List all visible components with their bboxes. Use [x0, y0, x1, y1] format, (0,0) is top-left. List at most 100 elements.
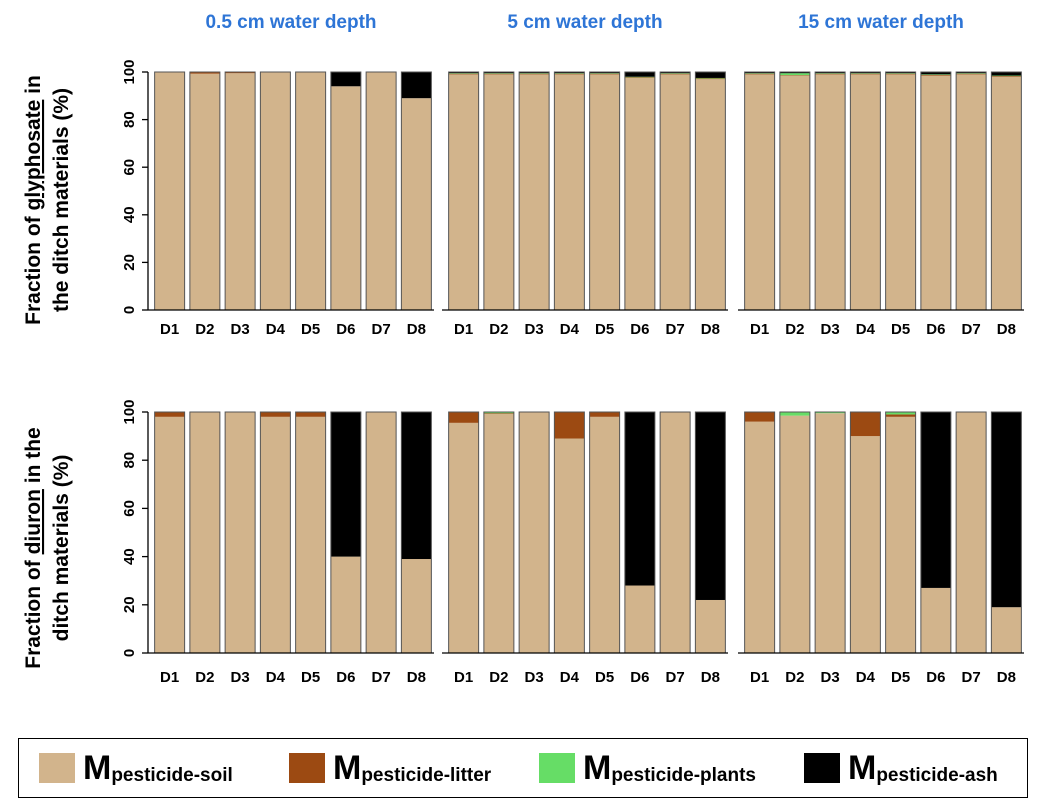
y-axis-label-line: Fraction of glyphosate in	[22, 75, 45, 325]
bar-segment-D8-Mpesticide-plants	[695, 77, 726, 79]
bar-segment-D7-Mpesticide-soil	[366, 72, 397, 310]
bar-segment-D4-Mpesticide-ash	[554, 72, 585, 74]
x-tick-label: D7	[962, 321, 981, 338]
x-tick-label: D7	[962, 669, 981, 686]
y-tick-label: 20	[121, 254, 138, 271]
x-tick-label: D2	[785, 669, 804, 686]
y-tick-label: 60	[121, 500, 138, 517]
bar-segment-D1-Mpesticide-plants	[744, 73, 775, 74]
bar-segment-D3-Mpesticide-plants	[815, 73, 846, 74]
bar-segment-D1-Mpesticide-soil	[448, 422, 479, 653]
x-tick-label: D6	[336, 321, 355, 338]
legend-item-plants: M pesticide-plants	[539, 749, 756, 787]
bar-segment-D1-Mpesticide-ash	[744, 72, 775, 74]
bar-segment-D6-Mpesticide-ash	[920, 72, 951, 75]
bar-segment-D6-Mpesticide-plants	[920, 74, 951, 75]
bar-segment-D5-Mpesticide-plants	[885, 412, 916, 415]
panel-title: 5 cm water depth	[507, 12, 662, 33]
bar-segment-D8-Mpesticide-litter	[695, 78, 726, 80]
bar-segment-D5-Mpesticide-plants	[885, 73, 916, 74]
panel-diuron-2: D1 D2 D3 D4 D5 D6 D7 D8	[442, 411, 728, 686]
bar-segment-D8-Mpesticide-plants	[991, 75, 1022, 77]
legend-sub: pesticide-plants	[611, 765, 756, 786]
bar-segment-D4-Mpesticide-soil	[260, 72, 291, 310]
y-tick-label: 40	[121, 548, 138, 565]
bar-segment-D3-Mpesticide-litter	[815, 73, 846, 75]
bar-segment-D2-Mpesticide-soil	[779, 415, 810, 653]
bar-segment-D6-Mpesticide-plants	[624, 76, 655, 78]
y-tick-label: 60	[121, 159, 138, 176]
legend-main: M	[848, 749, 877, 787]
bar-segment-D7-Mpesticide-plants	[956, 73, 987, 74]
x-tick-label: D2	[195, 669, 214, 686]
legend-main: M	[83, 749, 112, 787]
bar-segment-D7-Mpesticide-soil	[366, 412, 397, 653]
bar-segment-D6-Mpesticide-soil	[920, 75, 951, 310]
x-tick-label: D8	[407, 321, 426, 338]
y-tick-label: 40	[121, 206, 138, 223]
legend-swatch-litter	[289, 753, 325, 783]
y-tick-label: 0	[121, 306, 138, 314]
bar-segment-D6-Mpesticide-ash	[330, 412, 361, 557]
x-tick-label: D2	[785, 321, 804, 338]
bar-segment-D8-Mpesticide-ash	[695, 72, 726, 78]
bar-segment-D2-Mpesticide-litter	[189, 72, 220, 74]
bar-segment-D1-Mpesticide-litter	[744, 73, 775, 75]
panel-diuron-3: D1 D2 D3 D4 D5 D6 D7 D8	[738, 411, 1024, 686]
panel-glyphosate-3: 15 cm water depth D1 D2 D3 D4 D5 D6 D7 D8	[738, 12, 1024, 338]
bar-segment-D6-Mpesticide-ash	[624, 412, 655, 586]
bar-segment-D3-Mpesticide-ash	[815, 72, 846, 74]
bar-segment-D6-Mpesticide-soil	[624, 77, 655, 310]
bar-segment-D1-Mpesticide-soil	[154, 72, 185, 310]
panel-title: 15 cm water depth	[798, 12, 964, 33]
bar-segment-D8-Mpesticide-soil	[401, 559, 432, 653]
bar-segment-D4-Mpesticide-plants	[554, 73, 585, 74]
bar-segment-D4-Mpesticide-soil	[850, 436, 881, 653]
x-tick-label: D7	[666, 321, 685, 338]
legend-main: M	[583, 749, 612, 787]
bar-segment-D7-Mpesticide-ash	[660, 72, 691, 74]
x-tick-label: D6	[630, 669, 649, 686]
bar-segment-D8-Mpesticide-soil	[991, 76, 1022, 310]
x-tick-label: D3	[821, 669, 840, 686]
bar-segment-D4-Mpesticide-litter	[850, 73, 881, 75]
bar-segment-D2-Mpesticide-soil	[189, 412, 220, 653]
bar-segment-D1-Mpesticide-litter	[448, 73, 479, 75]
x-tick-label: D2	[489, 669, 508, 686]
x-tick-label: D3	[525, 321, 544, 338]
bar-segment-D6-Mpesticide-ash	[330, 72, 361, 87]
x-tick-label: D5	[301, 669, 320, 686]
bar-segment-D1-Mpesticide-litter	[744, 412, 775, 422]
y-tick-label: 20	[121, 596, 138, 613]
x-tick-label: D1	[750, 321, 769, 338]
bar-segment-D2-Mpesticide-ash	[483, 72, 514, 74]
bar-segment-D1-Mpesticide-litter	[154, 412, 185, 417]
x-tick-label: D2	[195, 321, 214, 338]
panel-glyphosate-1: 0.5 cm water depth 0 20 40 60 80 100 D1 D2 D3 D4 D5…	[121, 12, 434, 338]
bar-segment-D3-Mpesticide-plants	[815, 412, 846, 414]
bar-segment-D5-Mpesticide-ash	[589, 72, 620, 74]
bar-segment-D8-Mpesticide-ash	[991, 72, 1022, 76]
chart-panels: 0.5 cm water depth 0 20 40 60 80 100 D1 D2 D3 D4 D5…	[121, 12, 1024, 686]
x-tick-label: D1	[160, 669, 179, 686]
bar-segment-D4-Mpesticide-litter	[850, 412, 881, 437]
legend-main: M	[333, 749, 362, 787]
bar-segment-D7-Mpesticide-ash	[956, 72, 987, 74]
x-tick-label: D7	[372, 669, 391, 686]
bar-segment-D5-Mpesticide-soil	[589, 416, 620, 653]
panel-glyphosate-2: 5 cm water depth D1 D2 D3 D4 D5 D6 D7 D8	[442, 12, 728, 338]
x-tick-label: D4	[560, 669, 580, 686]
bar-segment-D1-Mpesticide-ash	[448, 72, 479, 74]
y-axis-label-line: Fraction of diuron in the	[22, 427, 45, 669]
bar-segment-D5-Mpesticide-litter	[885, 414, 916, 417]
x-tick-label: D6	[630, 321, 649, 338]
bar-segment-D5-Mpesticide-soil	[295, 416, 326, 653]
legend-sub: pesticide-soil	[111, 765, 233, 786]
bar-segment-D8-Mpesticide-ash	[401, 72, 432, 99]
x-tick-label: D5	[891, 669, 910, 686]
x-tick-label: D4	[266, 669, 286, 686]
bar-segment-D5-Mpesticide-litter	[295, 412, 326, 417]
bar-segment-D4-Mpesticide-soil	[554, 74, 585, 310]
